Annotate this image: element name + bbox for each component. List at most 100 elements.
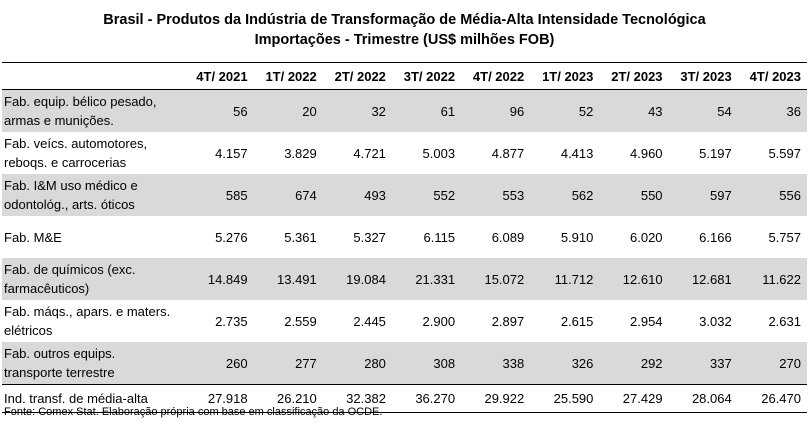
row-label: Fab. equip. bélico pesado, armas e muniçõ… bbox=[2, 89, 185, 132]
table-cell: 337 bbox=[668, 342, 738, 385]
table-cell: 597 bbox=[668, 174, 738, 216]
col-header: 3T/ 2023 bbox=[668, 62, 738, 90]
row-label-line-2: farmacêuticos) bbox=[4, 281, 90, 296]
table-cell: 5.327 bbox=[353, 229, 386, 245]
row-label-line-2: reboqs. e carrocerias bbox=[4, 155, 127, 170]
table-cell: 2.615 bbox=[560, 313, 594, 329]
total-cell: 26.210 bbox=[253, 384, 323, 413]
row-label-line-1: Fab. I&M uso médico e bbox=[4, 178, 138, 193]
table-cell: 2.735 bbox=[215, 313, 248, 329]
table-cell: 2.897 bbox=[491, 313, 525, 329]
table-cell: 5.757 bbox=[768, 229, 801, 245]
col-header: 1T/ 2022 bbox=[253, 62, 323, 90]
table-row: Fab. I&M uso médico e odontológ., arts. ó… bbox=[2, 174, 807, 216]
table-cell: 11.712 bbox=[530, 258, 600, 300]
row-label: Fab. outros equips. transporte terrestre bbox=[2, 342, 185, 385]
table-cell: 5.361 bbox=[284, 229, 317, 245]
table-cell: 43 bbox=[599, 89, 669, 132]
table-cell: 556 bbox=[737, 174, 807, 216]
table-row: Fab. equip. bélico pesado, armas e muniçõ… bbox=[2, 89, 807, 132]
row-label: Fab. veícs. automotores, reboqs. e carroc… bbox=[2, 132, 184, 174]
table-title: Brasil - Produtos da Indústria de Transf… bbox=[0, 10, 809, 50]
col-header: 2T/ 2022 bbox=[322, 62, 392, 90]
col-header: 4T/ 2021 bbox=[184, 62, 254, 90]
table-row: Fab. M&E 5.276 5.361 5.327 6.115 6.089 5.910 6.… bbox=[2, 216, 807, 258]
table-cell: 550 bbox=[599, 174, 669, 216]
total-cell: 27.429 bbox=[599, 384, 669, 413]
table-cell: 4.157 bbox=[215, 145, 248, 161]
table-cell: 19.084 bbox=[322, 258, 392, 300]
total-label: Ind. transf. de média-alta bbox=[2, 384, 185, 413]
col-header: 4T/ 2023 bbox=[737, 62, 807, 90]
total-cell: 27.918 bbox=[184, 384, 254, 413]
row-label: Fab. M&E bbox=[2, 216, 184, 258]
row-label-line-1: Fab. outros equips. bbox=[4, 346, 116, 361]
table-cell: 20 bbox=[253, 89, 323, 132]
source-note: Fonte: Comex Stat. Elaboração própria co… bbox=[4, 406, 383, 418]
table-cell: 61 bbox=[391, 89, 462, 132]
table-cell: 585 bbox=[184, 174, 254, 216]
table-cell: 6.020 bbox=[630, 229, 663, 245]
table-cell: 56 bbox=[184, 89, 254, 132]
table-cell: 2.445 bbox=[353, 313, 386, 329]
row-label-line-1: Fab. de químicos (exc. bbox=[4, 262, 136, 277]
table-cell: 21.331 bbox=[391, 258, 462, 300]
table-cell: 562 bbox=[530, 174, 600, 216]
table-cell: 15.072 bbox=[461, 258, 531, 300]
table-cell: 4.960 bbox=[630, 145, 663, 161]
table-row: Fab. de químicos (exc. farmacêuticos) 14.8… bbox=[2, 258, 807, 300]
col-header: 2T/ 2023 bbox=[599, 62, 669, 90]
table-cell: 52 bbox=[530, 89, 600, 132]
table-cell: 2.954 bbox=[630, 313, 663, 329]
total-cell: 28.064 bbox=[668, 384, 738, 413]
total-cell: 32.382 bbox=[322, 384, 392, 413]
table-cell: 12.610 bbox=[599, 258, 669, 300]
total-cell: 25.590 bbox=[530, 384, 600, 413]
total-cell: 36.270 bbox=[391, 384, 462, 413]
row-label-line-1: Fab. máqs., apars. e maters. bbox=[4, 304, 171, 319]
table-cell: 3.829 bbox=[284, 145, 317, 161]
row-label: Fab. de químicos (exc. farmacêuticos) bbox=[2, 258, 185, 300]
table-cell: 3.032 bbox=[699, 313, 732, 329]
total-cell: 26.470 bbox=[737, 384, 807, 413]
title-line-1: Brasil - Produtos da Indústria de Transf… bbox=[103, 12, 706, 28]
header-blank bbox=[2, 62, 185, 90]
row-label-line-1: Fab. equip. bélico pesado, bbox=[4, 94, 157, 109]
table-row: Fab. outros equips. transporte terrestre 2… bbox=[2, 342, 807, 385]
table-cell: 5.276 bbox=[215, 229, 248, 245]
table-cell: 2.559 bbox=[284, 313, 317, 329]
col-header: 1T/ 2023 bbox=[530, 62, 600, 90]
table-cell: 4.721 bbox=[353, 145, 386, 161]
total-cell: 29.922 bbox=[461, 384, 531, 413]
table-cell: 5.597 bbox=[768, 145, 801, 161]
table-cell: 553 bbox=[461, 174, 531, 216]
table-cell: 552 bbox=[391, 174, 462, 216]
row-label-line-2: elétricos bbox=[4, 323, 53, 338]
table-cell: 6.089 bbox=[491, 229, 525, 245]
table-cell: 11.622 bbox=[737, 258, 807, 300]
table-cell: 308 bbox=[391, 342, 462, 385]
table-cell: 493 bbox=[322, 174, 392, 216]
table-cell: 2.900 bbox=[422, 313, 456, 329]
row-label-line-1: Fab. M&E bbox=[4, 229, 62, 245]
table-cell: 96 bbox=[461, 89, 531, 132]
table-cell: 260 bbox=[184, 342, 254, 385]
table-cell: 5.003 bbox=[422, 145, 456, 161]
table-cell: 277 bbox=[253, 342, 323, 385]
table-cell: 6.115 bbox=[423, 229, 456, 245]
table-cell: 14.849 bbox=[184, 258, 254, 300]
total-row: Ind. transf. de média-alta 27.918 26.210… bbox=[2, 384, 807, 413]
table-cell: 674 bbox=[253, 174, 323, 216]
row-label-line-2: transporte terrestre bbox=[4, 365, 115, 380]
table-cell: 5.197 bbox=[699, 145, 732, 161]
table-cell: 32 bbox=[322, 89, 392, 132]
table-cell: 280 bbox=[322, 342, 392, 385]
table-cell: 338 bbox=[461, 342, 531, 385]
table-cell: 2.631 bbox=[768, 313, 801, 329]
table-row: Fab. máqs., apars. e maters. elétricos 2.7… bbox=[2, 300, 807, 342]
table-row: Fab. veícs. automotores, reboqs. e carroc… bbox=[2, 132, 807, 174]
table-cell: 4.413 bbox=[560, 145, 594, 161]
table-cell: 54 bbox=[668, 89, 738, 132]
col-header: 3T/ 2022 bbox=[391, 62, 462, 90]
table-cell: 36 bbox=[737, 89, 807, 132]
